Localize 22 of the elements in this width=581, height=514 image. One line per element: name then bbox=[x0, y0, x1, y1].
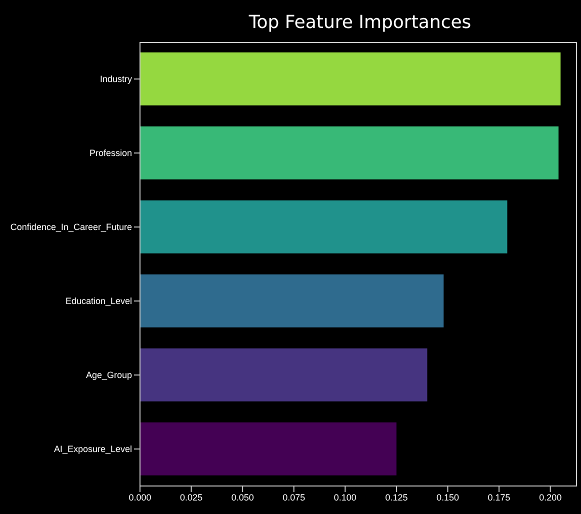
x-tick-label: 0.175 bbox=[488, 492, 510, 502]
bar bbox=[140, 52, 561, 106]
x-tick-label: 0.075 bbox=[282, 492, 306, 502]
x-tick-label: 0.100 bbox=[334, 492, 356, 502]
bar bbox=[140, 200, 508, 254]
bar bbox=[140, 126, 559, 180]
bar bbox=[140, 348, 428, 402]
x-tick-label: 0.025 bbox=[180, 492, 203, 502]
x-tick-label: 0.125 bbox=[385, 492, 408, 502]
y-tick-label: Confidence_In_Career_Future bbox=[10, 222, 132, 232]
bar bbox=[140, 422, 396, 476]
x-tick-label: 0.050 bbox=[231, 492, 254, 502]
y-tick-label: Industry bbox=[100, 74, 132, 84]
bar bbox=[140, 274, 444, 328]
x-tick-label: 0.150 bbox=[436, 492, 460, 502]
x-tick-label: 0.000 bbox=[128, 492, 152, 502]
y-tick-label: Profession bbox=[89, 148, 132, 158]
x-tick-label: 0.200 bbox=[539, 492, 562, 502]
y-tick-label: Education_Level bbox=[65, 296, 132, 306]
chart-title: Top Feature Importances bbox=[248, 12, 472, 33]
y-tick-label: Age_Group bbox=[86, 370, 132, 380]
y-tick-label: AI_Exposure_Level bbox=[54, 444, 132, 454]
